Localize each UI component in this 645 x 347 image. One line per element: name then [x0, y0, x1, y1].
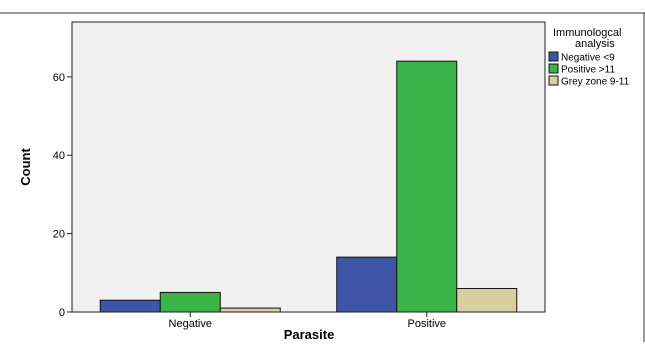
y-tick-label-1: 20 — [53, 229, 65, 241]
x-tick-label-0: Negative — [169, 318, 212, 330]
x-ticks-group: Negative Positive — [169, 312, 446, 330]
legend-swatch-2 — [548, 75, 559, 86]
legend-label-2: Grey zone 9-11 — [561, 77, 630, 88]
y-tick-label-0: 0 — [59, 307, 65, 319]
y-ticks-group: 0 20 40 60 — [53, 72, 72, 319]
bar-negative-series-1 — [159, 291, 221, 313]
bar-negative-series-0 — [99, 299, 161, 313]
bar-negative-series-2 — [219, 307, 281, 313]
x-axis-label: Parasite — [284, 327, 335, 342]
legend-label-0: Negative <9 — [561, 53, 615, 64]
legend-title-line-2: analysis — [575, 38, 615, 50]
y-tick-label-3: 60 — [53, 72, 65, 84]
bar-positive-series-0 — [336, 256, 398, 313]
bars-group — [99, 60, 518, 313]
plot-background — [71, 21, 546, 313]
legend: Immunologcal analysis Negative <9Positiv… — [548, 27, 630, 88]
legend-swatch-1 — [548, 63, 559, 74]
y-axis-label: Count — [18, 148, 33, 186]
legend-title-line-1: Immunologcal — [553, 27, 621, 39]
y-tick-label-2: 40 — [53, 150, 65, 162]
x-tick-label-1: Positive — [407, 318, 446, 330]
bar-positive-series-1 — [396, 60, 458, 313]
legend-swatch-0 — [548, 51, 559, 62]
legend-label-1: Positive >11 — [561, 65, 615, 76]
bar-positive-series-2 — [456, 287, 518, 313]
